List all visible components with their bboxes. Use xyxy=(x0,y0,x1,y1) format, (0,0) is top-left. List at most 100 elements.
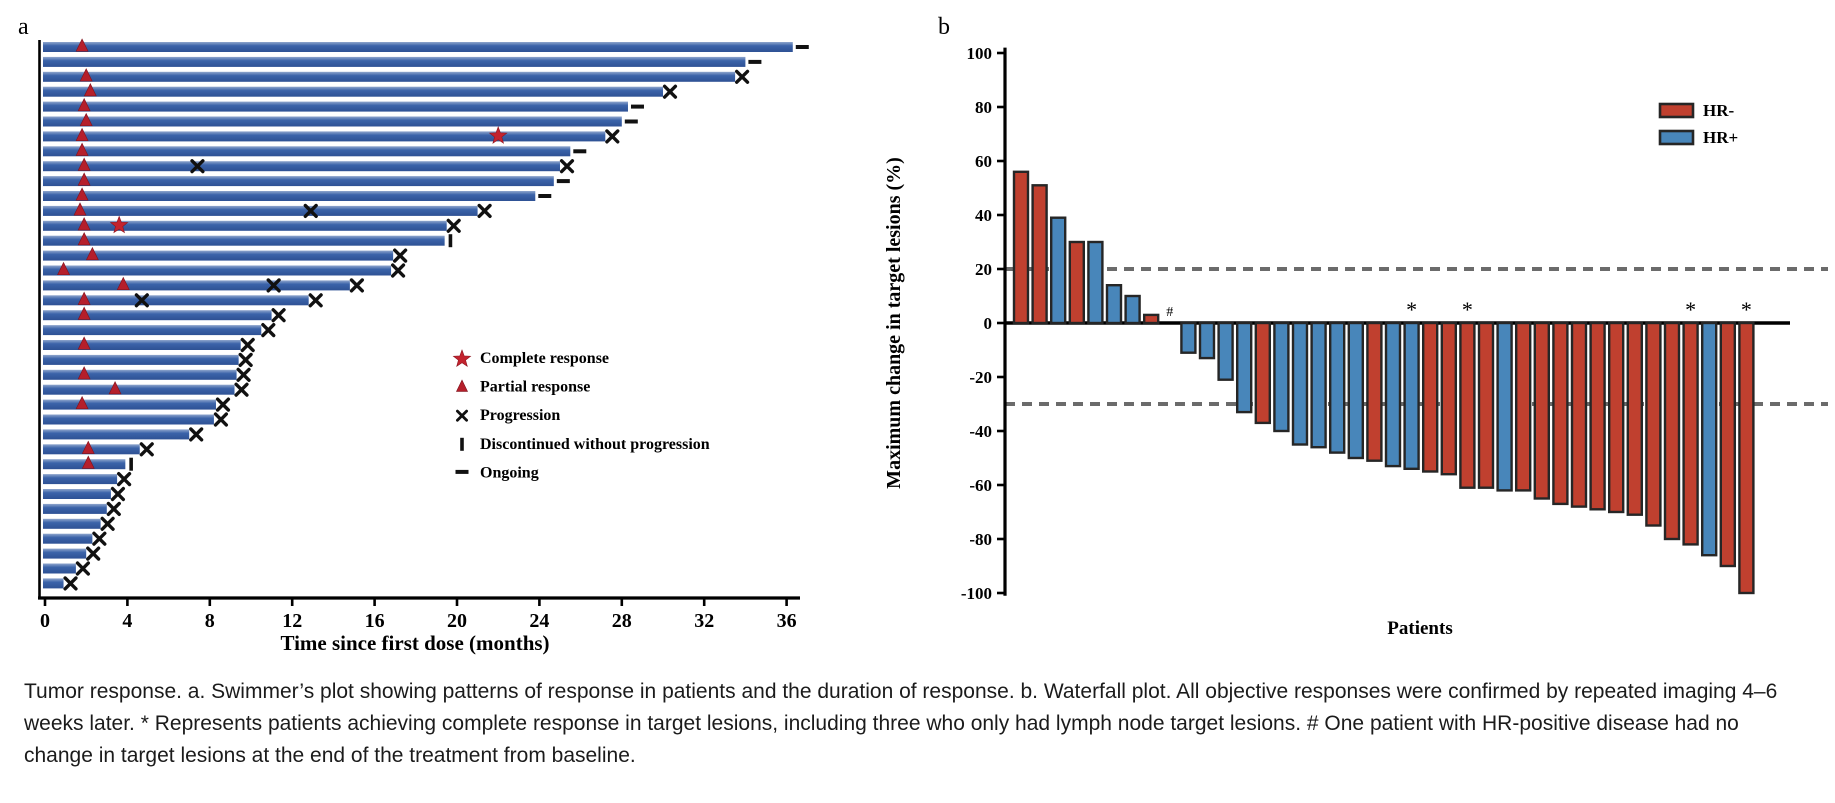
waterfall-bar xyxy=(1626,321,1644,516)
swimmer-bar xyxy=(43,116,622,127)
legend-label: Discontinued without progression xyxy=(480,436,710,453)
legend-label: HR+ xyxy=(1703,128,1738,147)
discontinued-bar-icon xyxy=(448,234,453,248)
swimmer-bar xyxy=(43,250,394,261)
panel-b-x-axis-title: Patients xyxy=(1387,618,1452,639)
waterfall-bar xyxy=(1124,294,1141,325)
partial-response-triangle-icon xyxy=(83,83,97,97)
legend-swatch-hr-positive xyxy=(1658,129,1695,146)
waterfall-bar xyxy=(1105,284,1123,325)
waterfall-bar xyxy=(1198,321,1216,360)
swimmer-bar xyxy=(43,563,76,574)
swimmer-bar xyxy=(43,86,663,97)
swimmer-bar xyxy=(43,533,93,544)
waterfall-bar xyxy=(1310,321,1327,449)
complete-response-asterisk-annotation: * xyxy=(1406,297,1417,322)
swimmer-bar xyxy=(43,518,101,529)
progression-x-icon xyxy=(605,129,620,144)
legend-label: Ongoing xyxy=(480,464,539,481)
swimmer-bar xyxy=(43,101,628,112)
partial-response-triangle-icon xyxy=(116,276,130,290)
waterfall-bar xyxy=(1719,321,1737,568)
waterfall-bar xyxy=(1291,321,1309,446)
x-tick-label: 16 xyxy=(365,610,385,632)
progression-x-icon xyxy=(92,531,107,546)
panel-a-x-axis-title: Time since first dose (months) xyxy=(280,631,549,655)
waterfall-bar xyxy=(1235,321,1253,414)
waterfall-bar xyxy=(1049,216,1067,325)
discontinued-bar-icon xyxy=(129,457,133,471)
progression-x-icon xyxy=(86,546,101,561)
waterfall-bar xyxy=(1570,321,1588,508)
progression-x-icon xyxy=(559,159,575,174)
swimmer-bar xyxy=(43,340,241,350)
waterfall-bar xyxy=(1421,321,1439,473)
progression-x-icon xyxy=(134,293,149,308)
x-tick-label: 28 xyxy=(612,610,632,632)
partial-response-triangle-icon xyxy=(75,395,89,410)
progression-x-icon xyxy=(455,409,469,422)
y-tick-label: 100 xyxy=(967,44,993,63)
progression-x-icon xyxy=(266,278,281,293)
ongoing-dash-icon xyxy=(795,45,809,49)
partial-response-triangle-icon xyxy=(75,38,89,52)
waterfall-bar xyxy=(1254,321,1272,425)
partial-response-triangle-icon xyxy=(77,232,91,246)
waterfall-bar xyxy=(1552,321,1569,506)
progression-x-icon xyxy=(75,561,91,576)
swimmer-bar xyxy=(43,42,793,52)
partial-response-triangle-icon xyxy=(77,306,91,320)
progression-x-icon xyxy=(215,397,231,412)
waterfall-bar xyxy=(1459,321,1476,489)
partial-response-triangle-icon xyxy=(81,440,95,454)
waterfall-bar xyxy=(1645,321,1662,527)
progression-x-icon xyxy=(390,263,406,278)
complete-response-star-icon xyxy=(109,215,129,234)
partial-response-triangle-icon xyxy=(75,127,89,141)
x-tick-label: 8 xyxy=(205,610,215,632)
ongoing-dash-icon xyxy=(455,469,469,474)
waterfall-bar xyxy=(1217,321,1234,381)
waterfall-bar xyxy=(1403,321,1420,471)
partial-response-triangle-icon xyxy=(81,455,95,469)
legend-label: Progression xyxy=(480,407,560,424)
waterfall-bar xyxy=(1682,321,1699,546)
swimmer-bar xyxy=(43,578,64,589)
progression-x-icon xyxy=(240,337,255,353)
partial-response-triangle-icon xyxy=(85,246,99,261)
waterfall-bar xyxy=(1700,321,1718,557)
x-tick-label: 12 xyxy=(282,610,302,632)
panel-b-legend: HR- HR+ xyxy=(1658,101,1738,147)
progression-x-icon xyxy=(271,308,286,323)
y-tick-label: -60 xyxy=(969,476,992,495)
waterfall-bar xyxy=(1347,321,1365,460)
partial-response-triangle-icon xyxy=(77,172,91,186)
swimmer-bar xyxy=(43,295,309,306)
figure-canvas: a 0 4 8 12 16 20 24 28 32 36 Time since first dose … xyxy=(18,14,1828,655)
y-tick-label: 40 xyxy=(975,206,992,225)
partial-response-triangle-icon xyxy=(73,202,87,216)
waterfall-bar xyxy=(1384,321,1402,468)
progression-x-icon xyxy=(106,501,121,516)
waterfall-bar xyxy=(1738,321,1755,595)
swimmer-bar xyxy=(43,191,536,201)
progression-x-icon xyxy=(261,323,276,338)
swimmer-bar xyxy=(43,399,216,410)
x-tick-label: 4 xyxy=(122,610,132,632)
progression-x-icon xyxy=(735,69,750,84)
ongoing-dash-icon xyxy=(573,149,587,154)
progression-x-icon xyxy=(234,382,249,397)
waterfall-bar xyxy=(1068,240,1086,325)
ongoing-dash-icon xyxy=(748,59,762,64)
no-change-hash-annotation: # xyxy=(1166,305,1173,320)
x-tick-label: 0 xyxy=(40,610,50,632)
waterfall-bar xyxy=(1142,313,1160,325)
waterfall-bar xyxy=(1496,321,1513,492)
partial-response-triangle-icon xyxy=(77,366,91,380)
progression-x-icon xyxy=(238,352,253,367)
progression-x-icon xyxy=(308,293,323,308)
waterfall-bar xyxy=(1440,321,1458,476)
partial-response-triangle-icon xyxy=(77,217,91,231)
progression-x-icon xyxy=(349,278,364,293)
x-tick-label: 36 xyxy=(777,610,797,632)
